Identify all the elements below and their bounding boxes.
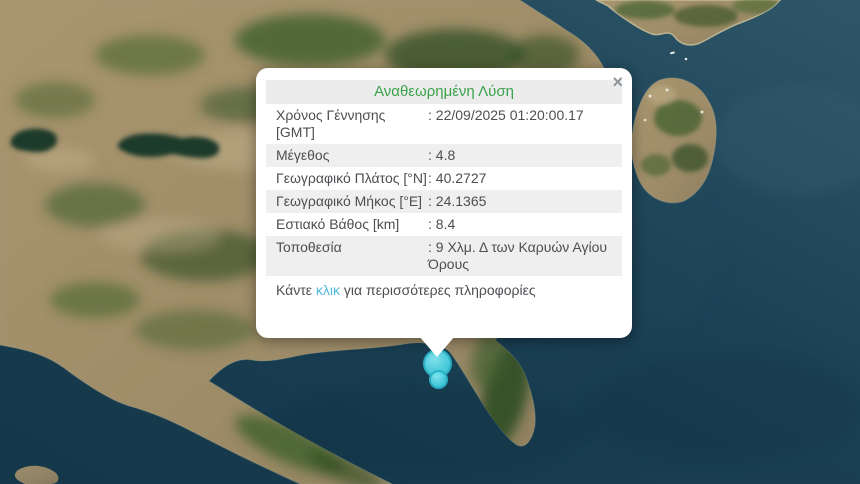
- more-info-link[interactable]: κλικ: [315, 282, 341, 298]
- longitude-label: Γεωγραφικό Μήκος [°E]: [276, 193, 423, 209]
- islet: [14, 465, 59, 484]
- island: [630, 77, 717, 204]
- row-latitude: Γεωγραφικό Πλάτος [°N] : 40.2727: [266, 167, 622, 190]
- footer-text-prefix: Κάντε: [276, 282, 316, 298]
- epicenter-bubble-small[interactable]: [429, 370, 448, 389]
- depth-value: : 8.4: [428, 216, 456, 232]
- earthquake-info-popup: × Αναθεωρημένη Λύση Χρόνος Γέννησης [GMT…: [256, 68, 632, 357]
- location-value: : 9 Χλμ. Δ των Καρυών Αγίου Όρους: [428, 239, 608, 272]
- close-icon[interactable]: ×: [612, 72, 623, 92]
- row-depth: Εστιακό Βάθος [km] : 8.4: [266, 213, 622, 236]
- longitude-value: : 24.1365: [428, 193, 487, 209]
- latitude-value: : 40.2727: [428, 170, 487, 186]
- origin-time-value: : 22/09/2025 01:20:00.17: [428, 107, 584, 123]
- boat-specks: [670, 51, 688, 61]
- latitude-label: Γεωγραφικό Πλάτος [°N]: [276, 170, 427, 186]
- magnitude-label: Μέγεθος: [276, 147, 330, 163]
- location-label: Τοποθεσία: [276, 239, 342, 255]
- row-origin-time: Χρόνος Γέννησης [GMT] : 22/09/2025 01:20…: [266, 104, 622, 144]
- lake: [117, 133, 220, 159]
- footer-text-suffix: για περισσότερες πληροφορίες: [340, 282, 536, 298]
- row-location: Τοποθεσία : 9 Χλμ. Δ των Καρυών Αγίου Όρ…: [266, 236, 622, 276]
- origin-time-label: Χρόνος Γέννησης [GMT]: [276, 107, 386, 140]
- depth-label: Εστιακό Βάθος [km]: [276, 216, 400, 232]
- row-longitude: Γεωγραφικό Μήκος [°E] : 24.1365: [266, 190, 622, 213]
- magnitude-value: : 4.8: [428, 147, 456, 163]
- popup-footer: Κάντε κλικ για περισσότερες πληροφορίες: [266, 276, 622, 301]
- lake: [10, 128, 58, 153]
- popup-title: Αναθεωρημένη Λύση: [266, 80, 622, 104]
- row-magnitude: Μέγεθος : 4.8: [266, 144, 622, 167]
